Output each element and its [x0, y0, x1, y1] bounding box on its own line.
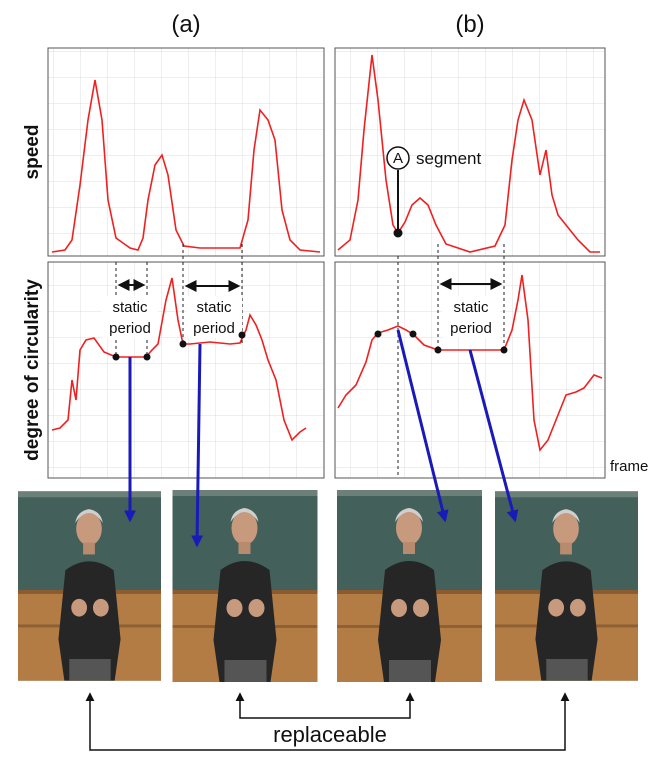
annotation: period — [193, 320, 235, 337]
annotation: segment — [416, 149, 481, 168]
static-period-labels: static period static period static perio… — [102, 296, 500, 338]
axis-label: frame — [610, 458, 648, 475]
footer-label: replaceable — [273, 722, 387, 747]
curves — [51, 54, 603, 452]
segment-marker: A segment — [386, 146, 481, 233]
plot-frames — [47, 47, 606, 479]
axis-label: degree of circularity — [22, 279, 43, 461]
annotation: static — [112, 299, 148, 316]
period-arrows — [117, 278, 503, 292]
dashed-guides — [115, 244, 505, 478]
blue-arrows — [124, 329, 519, 548]
annotation: period — [109, 320, 151, 337]
annotation: period — [450, 320, 492, 337]
photos — [18, 490, 638, 682]
axis-label: speed — [22, 125, 43, 180]
panel-label: (b) — [455, 11, 484, 38]
marker-label: A — [393, 150, 403, 167]
annotation: static — [453, 299, 489, 316]
panel-label: (a) — [171, 11, 200, 38]
points — [112, 228, 508, 361]
annotation: static — [196, 299, 232, 316]
connectors: replaceable — [85, 692, 570, 751]
